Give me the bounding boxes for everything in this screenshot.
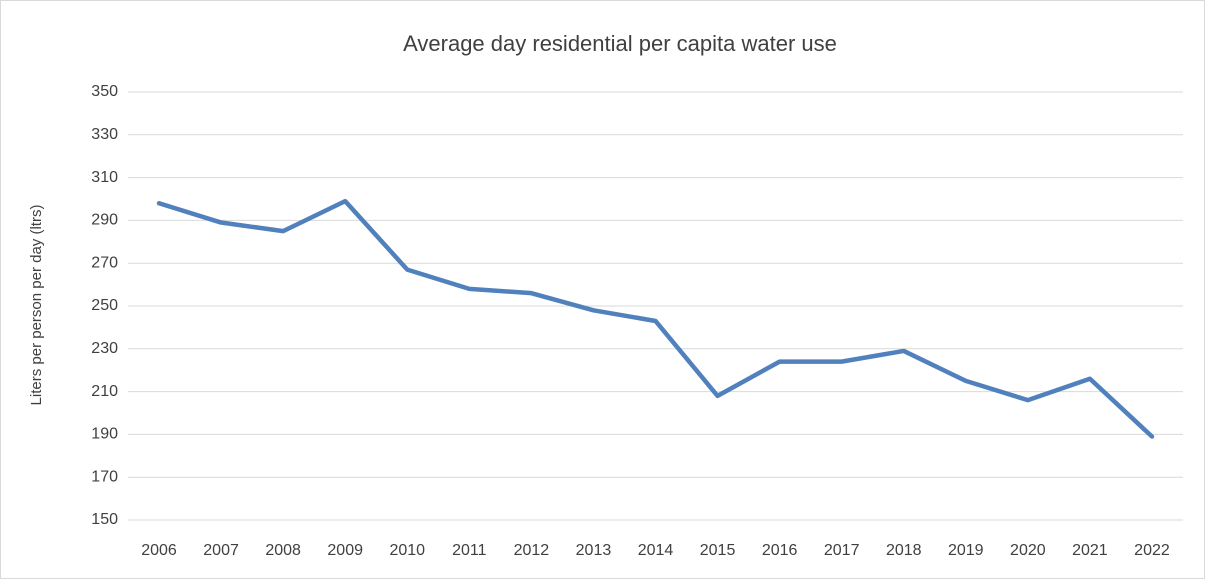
- y-tick-label: 250: [91, 297, 118, 314]
- y-tick-label: 150: [91, 511, 118, 528]
- x-tick-label: 2019: [948, 542, 984, 559]
- x-tick-label: 2012: [514, 542, 550, 559]
- x-tick-label: 2018: [886, 542, 922, 559]
- y-axis-label: Liters per person per day (ltrs): [28, 205, 45, 406]
- x-tick-label: 2013: [576, 542, 612, 559]
- x-tick-label: 2011: [452, 542, 487, 559]
- x-tick-label: 2020: [1010, 542, 1046, 559]
- y-tick-label: 270: [91, 254, 118, 271]
- x-tick-label: 2007: [203, 542, 239, 559]
- x-tick-label: 2022: [1134, 542, 1170, 559]
- y-tick-label: 290: [91, 212, 118, 229]
- y-tick-label: 230: [91, 340, 118, 357]
- y-tick-label: 190: [91, 426, 118, 443]
- y-tick-label: 210: [91, 383, 118, 400]
- x-tick-label: 2009: [327, 542, 363, 559]
- y-tick-label: 170: [91, 468, 118, 485]
- x-tick-label: 2008: [265, 542, 301, 559]
- y-tick-label: 310: [91, 169, 118, 186]
- x-tick-label: 2015: [700, 542, 736, 559]
- y-tick-label: 330: [91, 126, 118, 143]
- chart-title: Average day residential per capita water…: [403, 31, 837, 56]
- x-tick-label: 2021: [1072, 542, 1108, 559]
- data-line: [156, 198, 1155, 439]
- y-tick-label: 350: [91, 83, 118, 100]
- x-tick-label: 2014: [638, 542, 674, 559]
- x-tick-label: 2006: [141, 542, 177, 559]
- x-tick-label: 2010: [389, 542, 425, 559]
- x-tick-label: 2017: [824, 542, 860, 559]
- x-tick-label: 2016: [762, 542, 798, 559]
